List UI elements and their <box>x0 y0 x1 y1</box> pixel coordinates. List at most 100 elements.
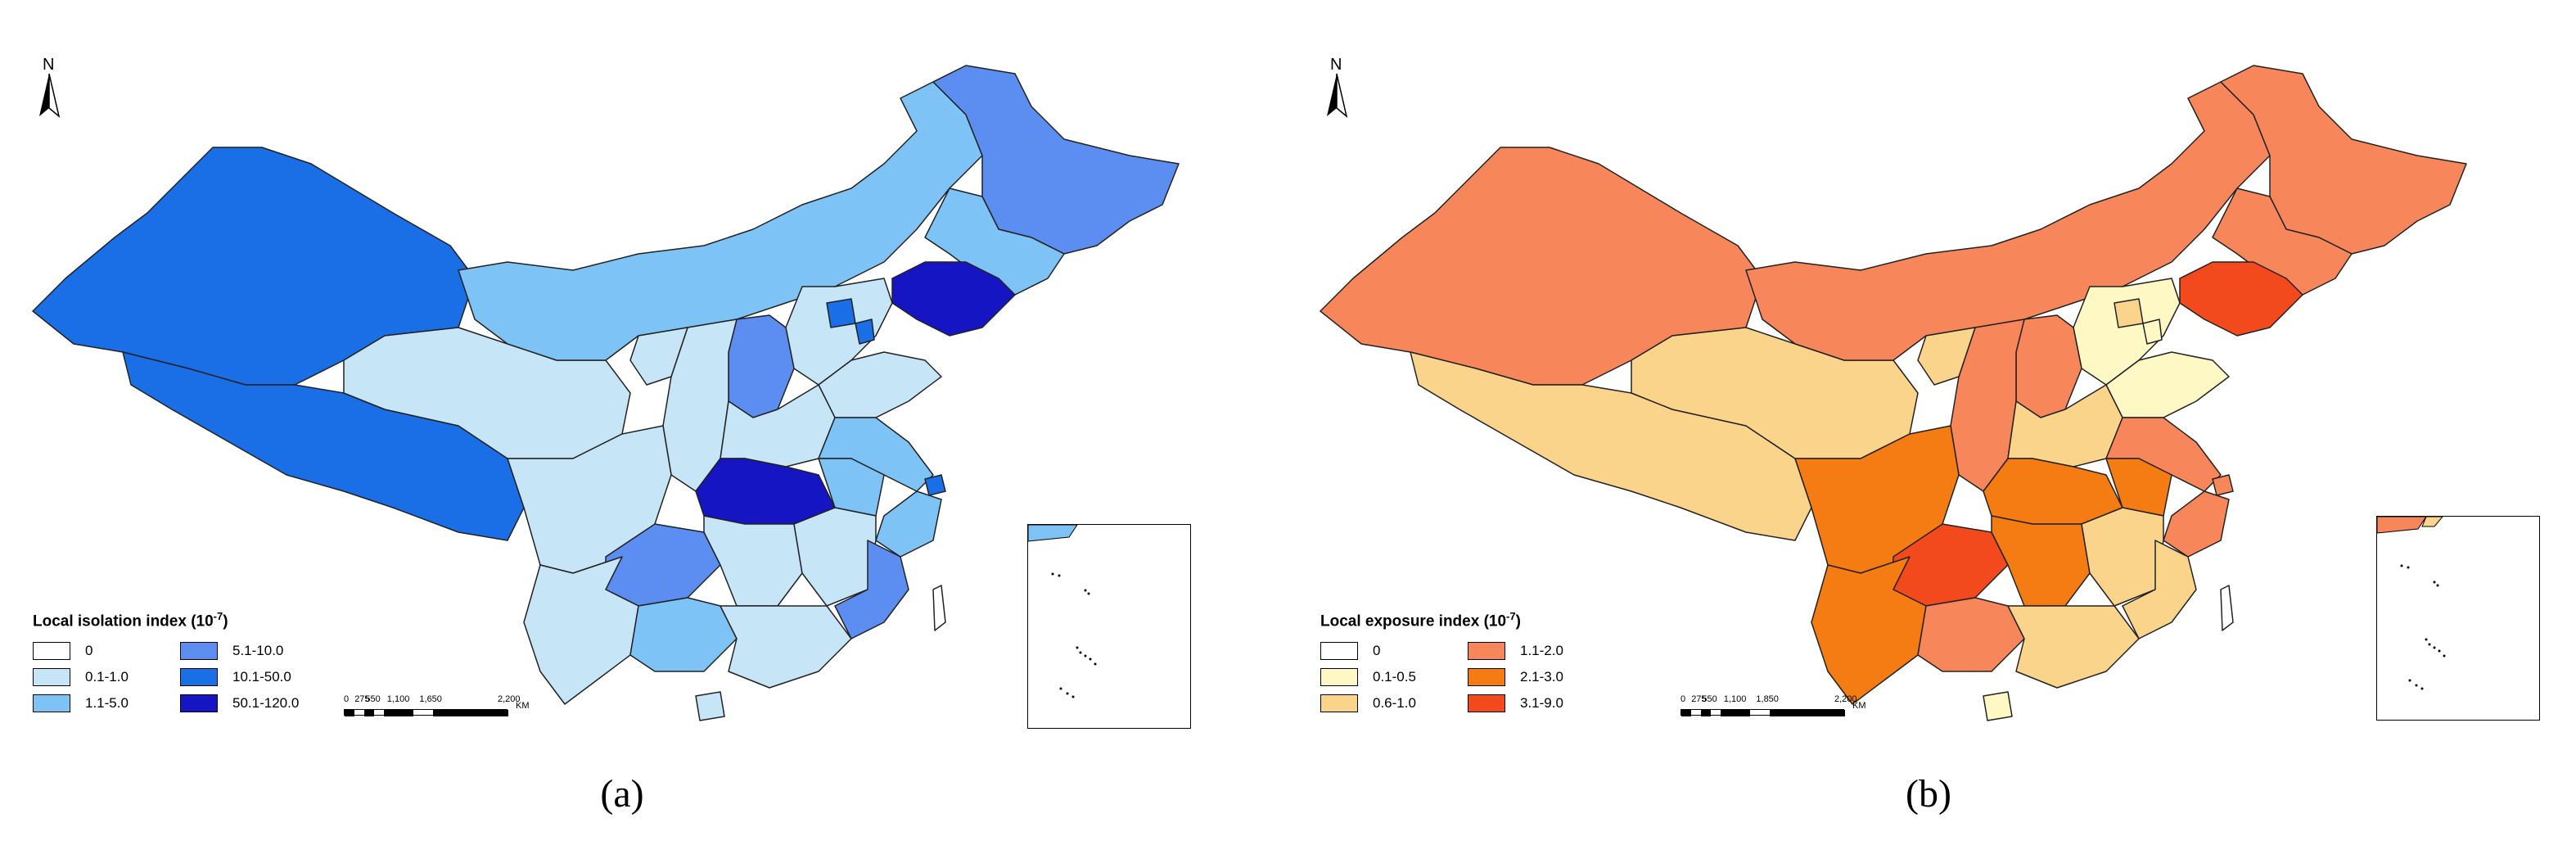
scale-bar: 0 275 550 1,100 1,650 2,200 KM <box>344 694 532 735</box>
legend-label: 0.6-1.0 <box>1373 695 1416 712</box>
region-tibet <box>122 351 525 541</box>
map-panel-a: N Local isolation index (10-7) 0 5.1-10.0… <box>32 56 1191 816</box>
legend-grid: 0 1.1-2.0 0.1-0.5 2.1-3.0 0.6-1.0 3.1-9.0 <box>1320 642 1664 713</box>
legend-title: Local exposure index (10-7) <box>1320 610 1521 630</box>
region-anhui <box>818 458 885 517</box>
region-anhui <box>2105 458 2172 517</box>
region-taiwan <box>932 585 946 631</box>
legend-swatch <box>33 694 70 713</box>
scale-tick-label: 550 <box>365 694 381 704</box>
region-guangxi <box>1917 597 2025 672</box>
region-taiwan <box>2220 585 2234 631</box>
legend-item: 0.6-1.0 <box>1320 694 1468 713</box>
legend-label: 0.1-0.5 <box>1373 669 1416 685</box>
legend-label: 1.1-2.0 <box>1520 643 1563 659</box>
inset-islands <box>2377 517 2446 690</box>
legend-item: 0.1-1.0 <box>33 668 180 687</box>
region-liaoning <box>891 261 1016 337</box>
legend-swatch <box>1468 694 1505 713</box>
legend-swatch <box>1320 642 1358 661</box>
china-map-exposure <box>1320 65 2467 721</box>
legend-swatch <box>1320 694 1358 713</box>
legend-swatch <box>1468 642 1505 661</box>
scale-tick-label: 550 <box>1702 694 1717 704</box>
region-zhejiang <box>2163 490 2230 558</box>
region-shanghai <box>2212 474 2234 496</box>
region-hunan <box>703 515 803 607</box>
region-hubei <box>1983 458 2123 525</box>
north-arrow: N <box>1320 56 1353 133</box>
region-hainan <box>1983 691 2013 721</box>
panel-caption: (a) <box>600 772 644 816</box>
region-hainan <box>695 691 725 721</box>
scale-tick-label: 1,100 <box>386 694 410 704</box>
north-arrow-icon <box>39 73 61 119</box>
inset-map-south-china-sea <box>2376 516 2540 721</box>
legend-swatch <box>180 642 218 661</box>
legend-title: Local isolation index (10-7) <box>33 610 228 630</box>
legend-label: 0 <box>85 643 93 659</box>
scale-tick-label: 2,200 <box>1834 694 1857 704</box>
region-guangdong <box>720 605 852 689</box>
region-inner-mongolia <box>1745 81 2271 361</box>
legend-item: 10.1-50.0 <box>180 668 344 687</box>
legend-item: 0 <box>33 642 180 661</box>
scale-bar-graphic <box>1680 709 1845 716</box>
legend-label: 10.1-50.0 <box>232 669 291 685</box>
region-fujian <box>2122 540 2197 639</box>
north-arrow: N <box>33 56 65 133</box>
north-label: N <box>1330 56 1342 74</box>
legend-item: 3.1-9.0 <box>1468 694 1631 713</box>
scale-tick-label: 2,200 <box>498 694 521 704</box>
region-jilin <box>924 188 1065 296</box>
legend-label: 0.1-1.0 <box>85 669 129 685</box>
legend-isolation: Local isolation index (10-7) 0 5.1-10.0 0.… <box>33 610 377 713</box>
legend-label: 2.1-3.0 <box>1520 669 1563 685</box>
region-hunan <box>1991 515 2091 607</box>
scale-unit-label: KM <box>516 701 530 711</box>
legend-label: 0 <box>1373 643 1381 659</box>
legend-swatch <box>33 642 70 661</box>
region-liaoning <box>2179 261 2303 337</box>
scale-bar: 0 275 550 1,100 1,850 2,200 KM <box>1680 694 1869 735</box>
legend-item: 0.1-0.5 <box>1320 668 1468 687</box>
region-inner-mongolia <box>458 81 983 361</box>
region-ningxia <box>1917 327 1976 386</box>
legend-item: 0 <box>1320 642 1468 661</box>
region-beijing <box>2114 298 2144 328</box>
legend-item: 1.1-5.0 <box>33 694 180 713</box>
region-guangxi <box>629 597 738 672</box>
region-tianjin <box>855 319 875 345</box>
region-heilongjiang <box>932 65 1180 255</box>
region-tibet <box>1410 351 1812 541</box>
panel-caption: (b) <box>1906 772 1951 816</box>
region-shanxi <box>2015 314 2082 418</box>
legend-label: 1.1-5.0 <box>85 695 129 712</box>
scale-tick-label: 1,100 <box>1723 694 1747 704</box>
map-panel-b: N Local exposure index (10-7) 0 1.1-2.0 0.… <box>1288 0 2575 854</box>
legend-swatch <box>180 694 218 713</box>
legend-label: 5.1-10.0 <box>232 643 284 659</box>
legend-item: 1.1-2.0 <box>1468 642 1631 661</box>
legend-label: 3.1-9.0 <box>1520 695 1563 712</box>
region-shanxi <box>728 314 795 418</box>
legend-swatch <box>1468 668 1505 687</box>
scale-tick-label: 1,650 <box>419 694 442 704</box>
north-label: N <box>43 56 55 74</box>
legend-label: 50.1-120.0 <box>232 695 300 712</box>
north-arrow-icon <box>1327 73 1348 119</box>
inset-map-south-china-sea <box>1027 524 1191 729</box>
legend-item: 50.1-120.0 <box>180 694 344 713</box>
scale-unit-label: KM <box>1852 701 1866 711</box>
region-jilin <box>2212 188 2353 296</box>
region-guangdong <box>2007 605 2140 689</box>
region-heilongjiang <box>2220 65 2467 255</box>
scale-labels: 0 275 550 1,100 1,650 2,200 KM <box>344 694 532 711</box>
scale-tick-label: 275 <box>1691 694 1707 704</box>
scale-tick-label: 1,850 <box>1756 694 1779 704</box>
legend-swatch <box>1320 668 1358 687</box>
legend-item: 2.1-3.0 <box>1468 668 1631 687</box>
region-beijing <box>826 298 856 328</box>
legend-swatch <box>33 668 70 687</box>
legend-swatch <box>180 668 218 687</box>
